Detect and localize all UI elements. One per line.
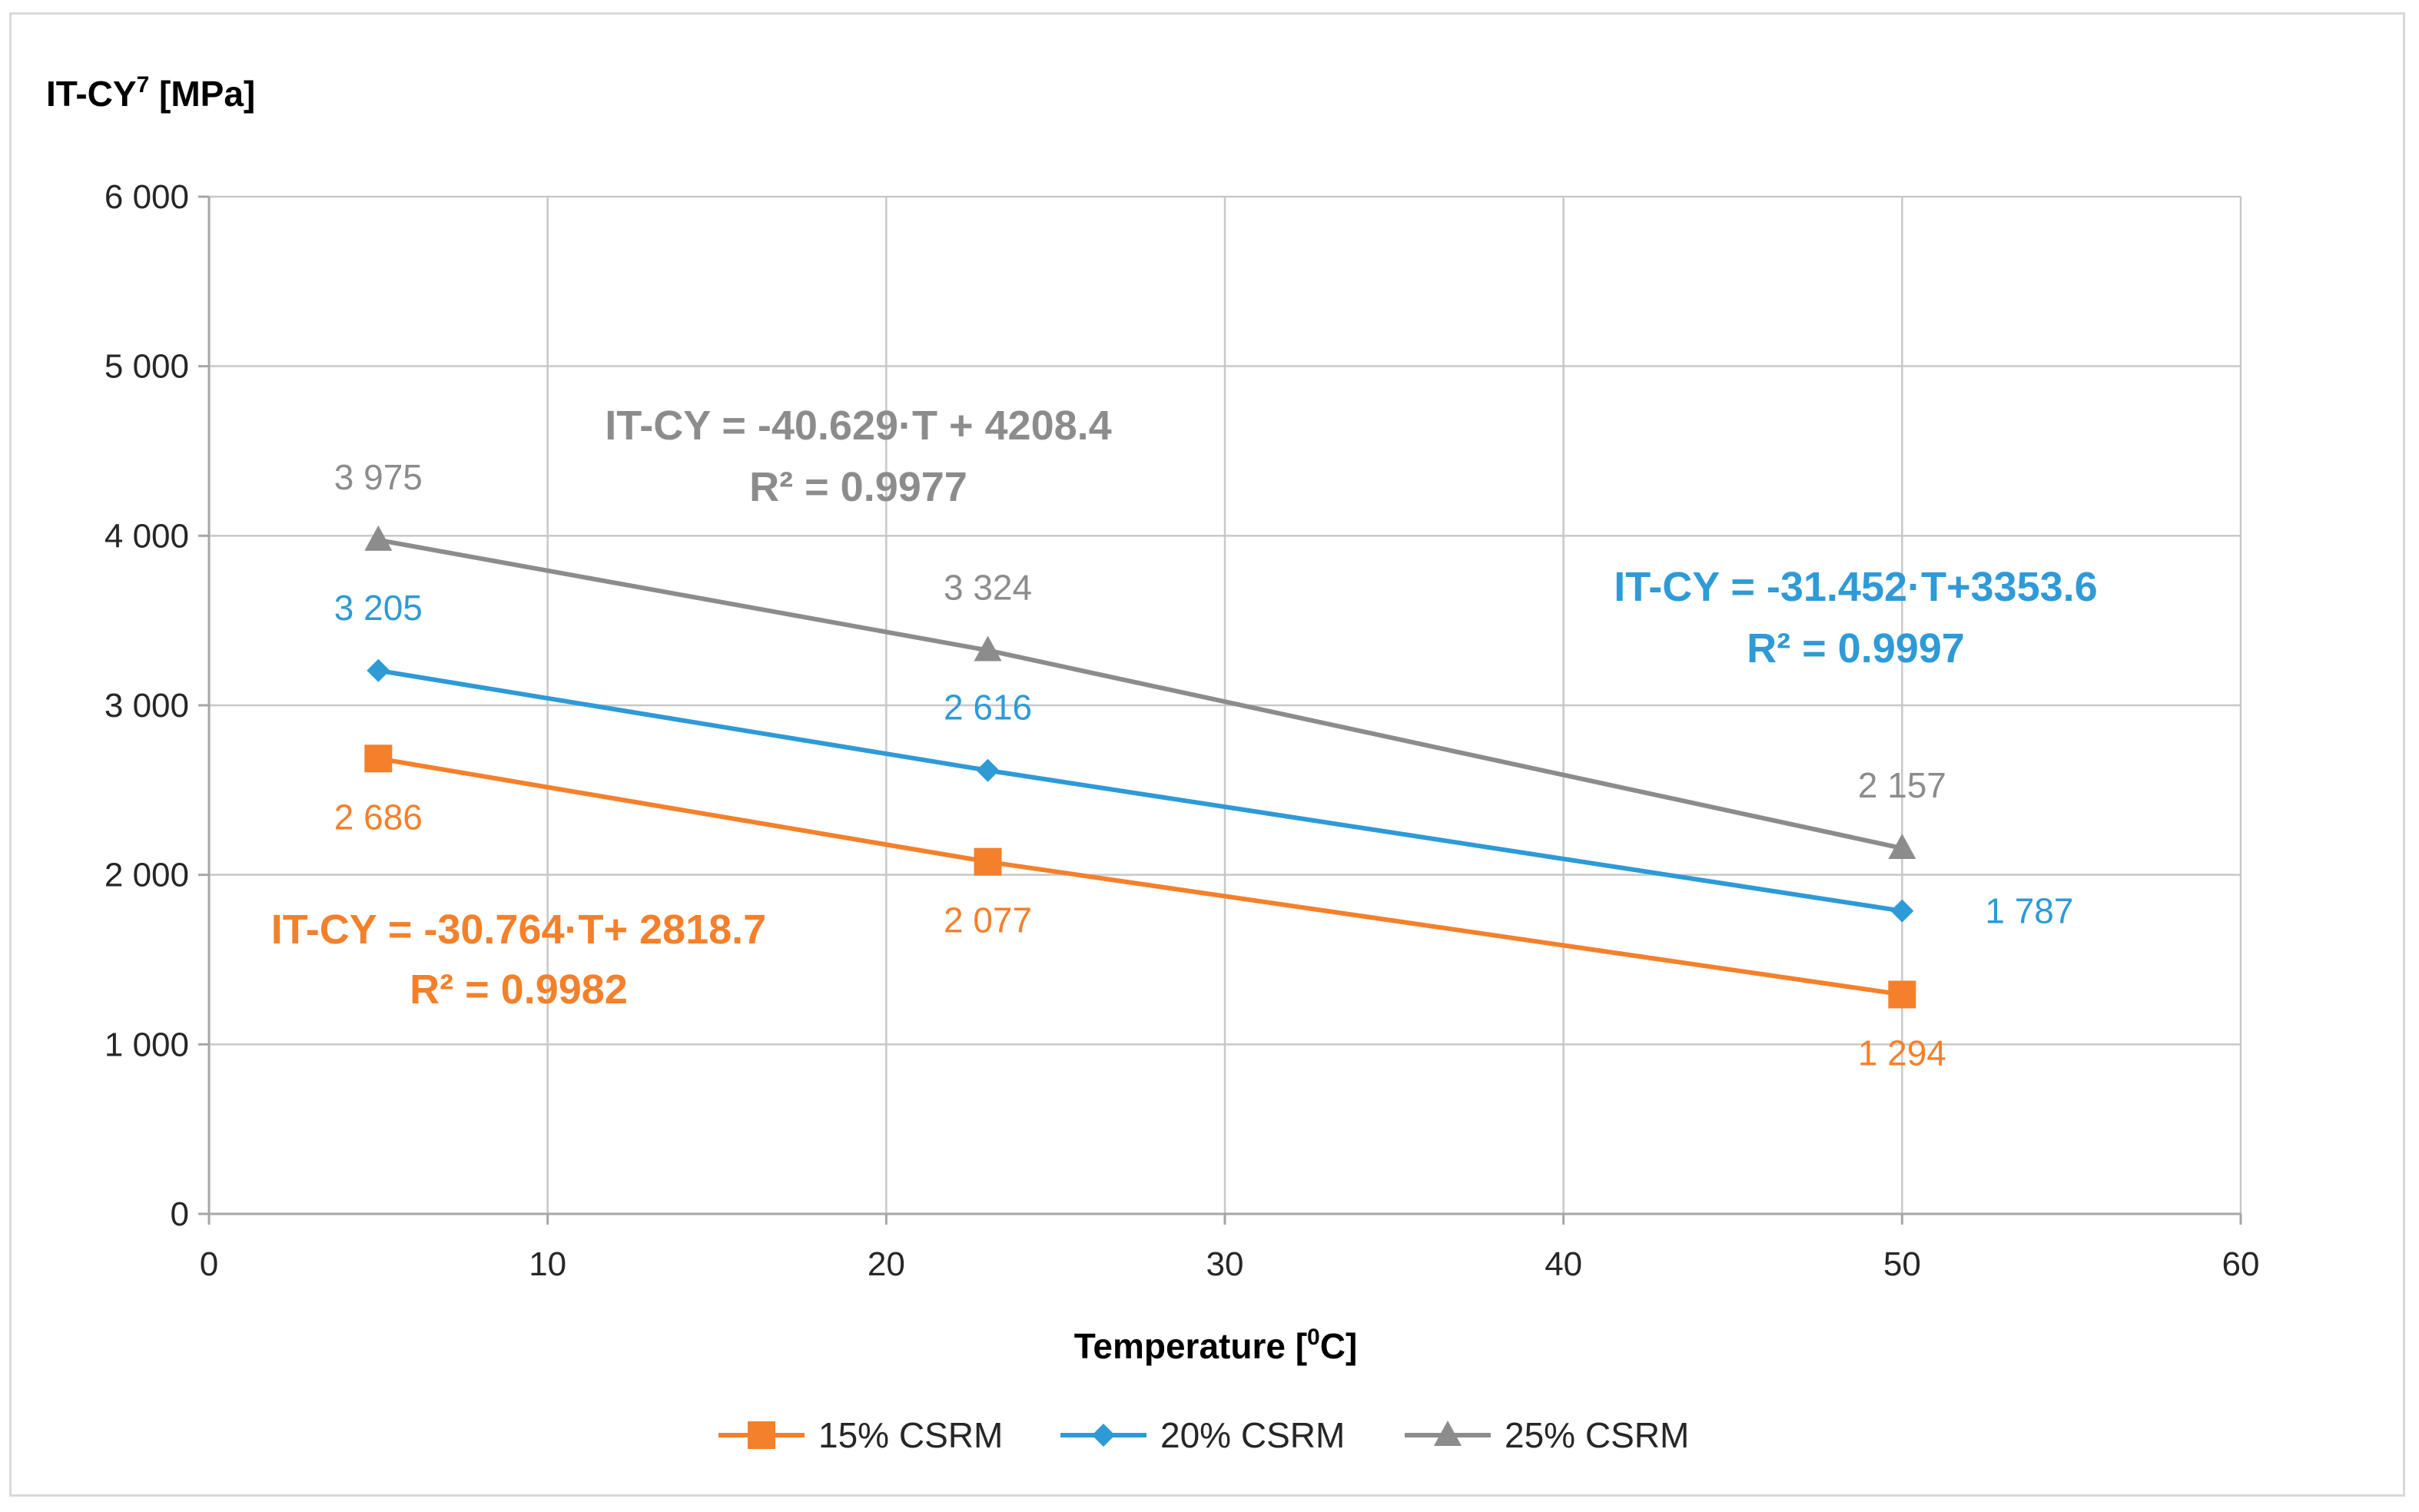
- legend-label-25-csrm: 25% CSRM: [1505, 1415, 1689, 1455]
- line-chart: 0 1 000 2 000 3 000 4 000 5 000 6 000 0 10 20 30 40…: [46, 72, 2260, 1455]
- chart-frame: 0 1 000 2 000 3 000 4 000 5 000 6 000 0 10 20 30 40…: [9, 12, 2405, 1497]
- x-axis-title: Temperature [0C]: [1074, 1325, 1358, 1366]
- data-point-25-csrm: [364, 525, 393, 551]
- trendline-r2-25-csrm: R² = 0.9977: [749, 464, 967, 510]
- trendline-r2-15-csrm: R² = 0.9982: [410, 967, 628, 1013]
- data-label-20-csrm: 1 787: [1985, 891, 2073, 931]
- trendline-equation-20-csrm: IT-CY = -31.452·T+3353.6: [1614, 564, 2097, 610]
- legend-label-15-csrm: 15% CSRM: [818, 1415, 1003, 1455]
- y-tick-label: 0: [171, 1195, 189, 1233]
- legend-marker-25-csrm: [1434, 1421, 1462, 1446]
- legend-label-20-csrm: 20% CSRM: [1160, 1415, 1345, 1455]
- y-tick-label: 4 000: [105, 517, 189, 555]
- data-point-15-csrm: [364, 744, 393, 773]
- trendline-r2-20-csrm: R² = 0.9997: [1747, 625, 1965, 671]
- y-tick-label: 2 000: [105, 857, 189, 894]
- x-tick-label: 60: [2222, 1245, 2260, 1283]
- y-tick-label: 5 000: [105, 348, 189, 386]
- data-point-25-csrm: [974, 635, 1002, 662]
- trendline-equation-15-csrm: IT-CY = -30.764·T+ 2818.7: [271, 907, 766, 953]
- x-tick-label: 0: [200, 1245, 218, 1283]
- x-tick-label: 10: [529, 1245, 566, 1283]
- x-tick-label: 30: [1206, 1245, 1244, 1283]
- data-point-25-csrm: [1888, 834, 1916, 860]
- data-point-20-csrm: [1890, 899, 1914, 923]
- data-label-20-csrm: 2 616: [944, 688, 1032, 728]
- trendline-equation-25-csrm: IT-CY = -40.629·T + 4208.4: [605, 403, 1111, 449]
- y-axis-title: IT-CY7 [MPa]: [46, 72, 255, 114]
- y-tick-label: 1 000: [105, 1026, 189, 1063]
- data-label-15-csrm: 1 294: [1858, 1033, 1946, 1073]
- data-label-15-csrm: 2 077: [944, 900, 1032, 940]
- data-point-15-csrm: [974, 847, 1002, 876]
- x-tick-label: 20: [868, 1245, 905, 1283]
- y-tick-label: 6 000: [105, 178, 189, 216]
- data-label-25-csrm: 3 324: [944, 568, 1032, 608]
- legend-marker-15-csrm: [748, 1421, 775, 1449]
- data-label-25-csrm: 2 157: [1858, 765, 1946, 805]
- data-label-20-csrm: 3 205: [334, 588, 423, 628]
- x-tick-label: 40: [1545, 1245, 1582, 1283]
- data-point-15-csrm: [1888, 980, 1916, 1009]
- x-tick-label: 50: [1883, 1245, 1921, 1283]
- data-label-25-csrm: 3 975: [334, 457, 423, 497]
- legend-marker-20-csrm: [1092, 1424, 1115, 1447]
- data-point-20-csrm: [367, 658, 390, 682]
- y-tick-label: 3 000: [105, 687, 189, 724]
- data-label-15-csrm: 2 686: [334, 797, 423, 837]
- data-point-20-csrm: [976, 758, 1000, 782]
